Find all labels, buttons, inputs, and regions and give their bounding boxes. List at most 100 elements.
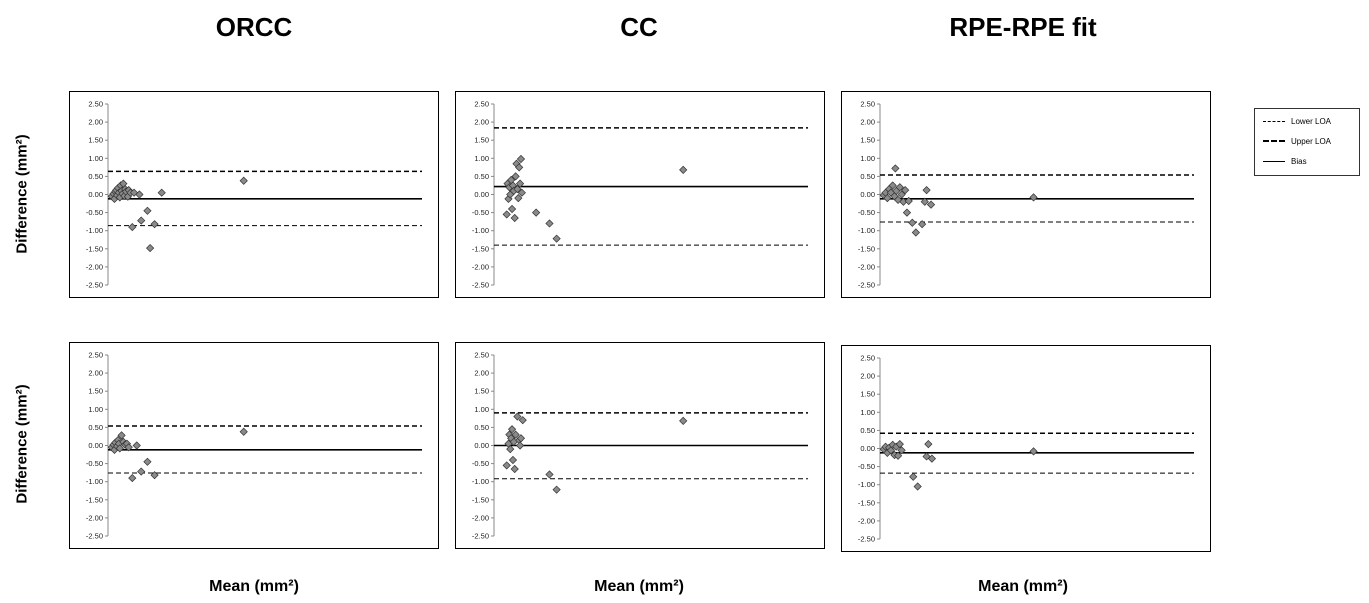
- data-point: [507, 204, 517, 214]
- chart-panel-cc-row1: 2.50 2.00 1.50 1.00 0.50 0.00 -0.50 -1.00 -1.50 -…: [455, 91, 825, 298]
- column-title-rpe-rpe-fit: RPE-RPE fit: [949, 12, 1097, 42]
- data-point: [545, 219, 554, 228]
- data-point: [893, 451, 903, 460]
- y-tick-label: 2.00: [474, 118, 489, 127]
- y-tick-label: 1.00: [88, 154, 103, 163]
- data-point: [888, 181, 897, 190]
- y-tick-label: 2.50: [88, 351, 103, 360]
- y-tick-label: -1.00: [86, 477, 103, 486]
- data-point: [137, 467, 146, 476]
- y-tick-label: 2.00: [860, 372, 875, 381]
- legend: Lower LOA Upper LOA Bias: [1254, 108, 1360, 176]
- data-point: [886, 446, 896, 455]
- data-point: [511, 172, 520, 181]
- y-tick-label: 1.50: [88, 136, 103, 145]
- data-point: [502, 461, 511, 470]
- y-tick-label: -0.50: [472, 208, 489, 217]
- y-tick-label: -2.50: [472, 532, 489, 541]
- data-point: [239, 427, 248, 436]
- data-point: [909, 472, 918, 481]
- data-point: [515, 179, 525, 188]
- y-tick-label: 0.50: [860, 426, 875, 435]
- y-tick-label: -0.50: [858, 208, 875, 217]
- y-tick-label: -1.00: [472, 477, 489, 486]
- y-tick-label: 2.50: [474, 100, 489, 109]
- plot-svg: 2.50 2.00 1.50 1.00 0.50 0.00 -0.50 -1.00 -1.50 -…: [86, 351, 422, 541]
- y-tick-label: 0.00: [474, 441, 489, 450]
- data-point: [157, 188, 166, 197]
- legend-label: Upper LOA: [1291, 136, 1332, 146]
- data-point: [552, 234, 561, 243]
- y-tick-label: 1.00: [860, 408, 875, 417]
- y-tick-label: 2.00: [860, 118, 875, 127]
- y-tick-label: -1.50: [858, 498, 875, 507]
- y-tick-label: -1.00: [86, 226, 103, 235]
- chart-panel-orcc-row2: 2.50 2.00 1.50 1.00 0.50 0.00 -0.50 -1.00 -1.50 -…: [69, 342, 439, 549]
- solid-line-icon: [1263, 160, 1285, 162]
- legend-item-lower-loa: Lower LOA: [1255, 113, 1359, 129]
- data-point: [515, 163, 524, 172]
- y-tick-label: 1.50: [860, 136, 875, 145]
- data-point: [532, 208, 541, 217]
- data-point: [115, 444, 124, 453]
- y-tick-label: -2.00: [858, 516, 875, 525]
- y-tick-label: -2.00: [858, 262, 875, 271]
- data-point: [513, 412, 522, 421]
- data-point: [913, 482, 922, 491]
- data-point: [143, 457, 152, 466]
- y-tick-label: -1.00: [858, 480, 875, 489]
- y-tick-label: 0.50: [88, 423, 103, 432]
- data-point: [908, 218, 917, 227]
- y-tick-label: 0.50: [860, 172, 875, 181]
- legend-item-bias: Bias: [1255, 153, 1359, 169]
- dashed-line-icon: [1263, 120, 1285, 122]
- data-point: [895, 183, 904, 192]
- data-point: [128, 222, 137, 232]
- y-tick-label: -1.50: [86, 244, 103, 253]
- y-tick-label: -2.50: [86, 281, 103, 290]
- y-tick-label: 0.00: [860, 444, 875, 453]
- data-point: [510, 213, 519, 223]
- y-tick-label: -2.50: [472, 281, 489, 290]
- legend-item-upper-loa: Upper LOA: [1255, 133, 1359, 149]
- y-tick-label: 2.50: [860, 100, 875, 109]
- data-point: [926, 200, 936, 209]
- data-point: [918, 220, 927, 229]
- data-point: [515, 441, 525, 450]
- column-title-cc: CC: [620, 12, 658, 42]
- chart-panel-orcc-row1: 2.50 2.00 1.50 1.00 0.50 0.00 -0.50 -1.00 -1.50 -…: [69, 91, 439, 298]
- y-tick-label: -1.50: [472, 495, 489, 504]
- data-point: [511, 430, 520, 439]
- y-tick-label: -2.00: [86, 513, 103, 522]
- y-tick-label: 2.50: [860, 354, 875, 363]
- x-axis-label-cc: Mean (mm²): [594, 578, 684, 595]
- y-tick-label: 2.50: [474, 351, 489, 360]
- y-tick-label: -2.50: [858, 281, 875, 290]
- data-point: [927, 454, 937, 463]
- y-tick-label: 0.50: [474, 172, 489, 181]
- y-tick-label: 1.50: [88, 387, 103, 396]
- legend-label: Lower LOA: [1291, 116, 1332, 126]
- y-tick-label: -2.00: [86, 262, 103, 271]
- y-tick-label: -1.00: [858, 226, 875, 235]
- chart-panel-cc-row2: 2.50 2.00 1.50 1.00 0.50 0.00 -0.50 -1.00 -1.50 -…: [455, 342, 825, 549]
- data-point: [513, 184, 522, 194]
- data-point: [514, 194, 523, 203]
- y-tick-label: -2.00: [472, 262, 489, 271]
- y-tick-label: -0.50: [86, 208, 103, 217]
- y-tick-label: 1.00: [474, 405, 489, 414]
- data-point: [897, 446, 906, 455]
- data-point: [518, 416, 527, 425]
- y-tick-label: 2.00: [474, 369, 489, 378]
- y-tick-label: -1.50: [472, 244, 489, 253]
- y-tick-label: 0.00: [88, 441, 103, 450]
- y-tick-label: 0.50: [474, 423, 489, 432]
- data-point: [135, 190, 144, 199]
- data-point: [897, 190, 906, 199]
- y-tick-label: 0.50: [88, 172, 103, 181]
- plot-svg: 2.50 2.00 1.50 1.00 0.50 0.00 -0.50 -1.00 -1.50 -…: [86, 100, 422, 290]
- data-point: [516, 434, 526, 443]
- data-point: [679, 416, 688, 425]
- data-point: [117, 431, 126, 440]
- chart-panel-rpe-rpe-fit-row2: 2.50 2.00 1.50 1.00 0.50 0.00 -0.50 -1.00 -1.50 -…: [841, 345, 1211, 552]
